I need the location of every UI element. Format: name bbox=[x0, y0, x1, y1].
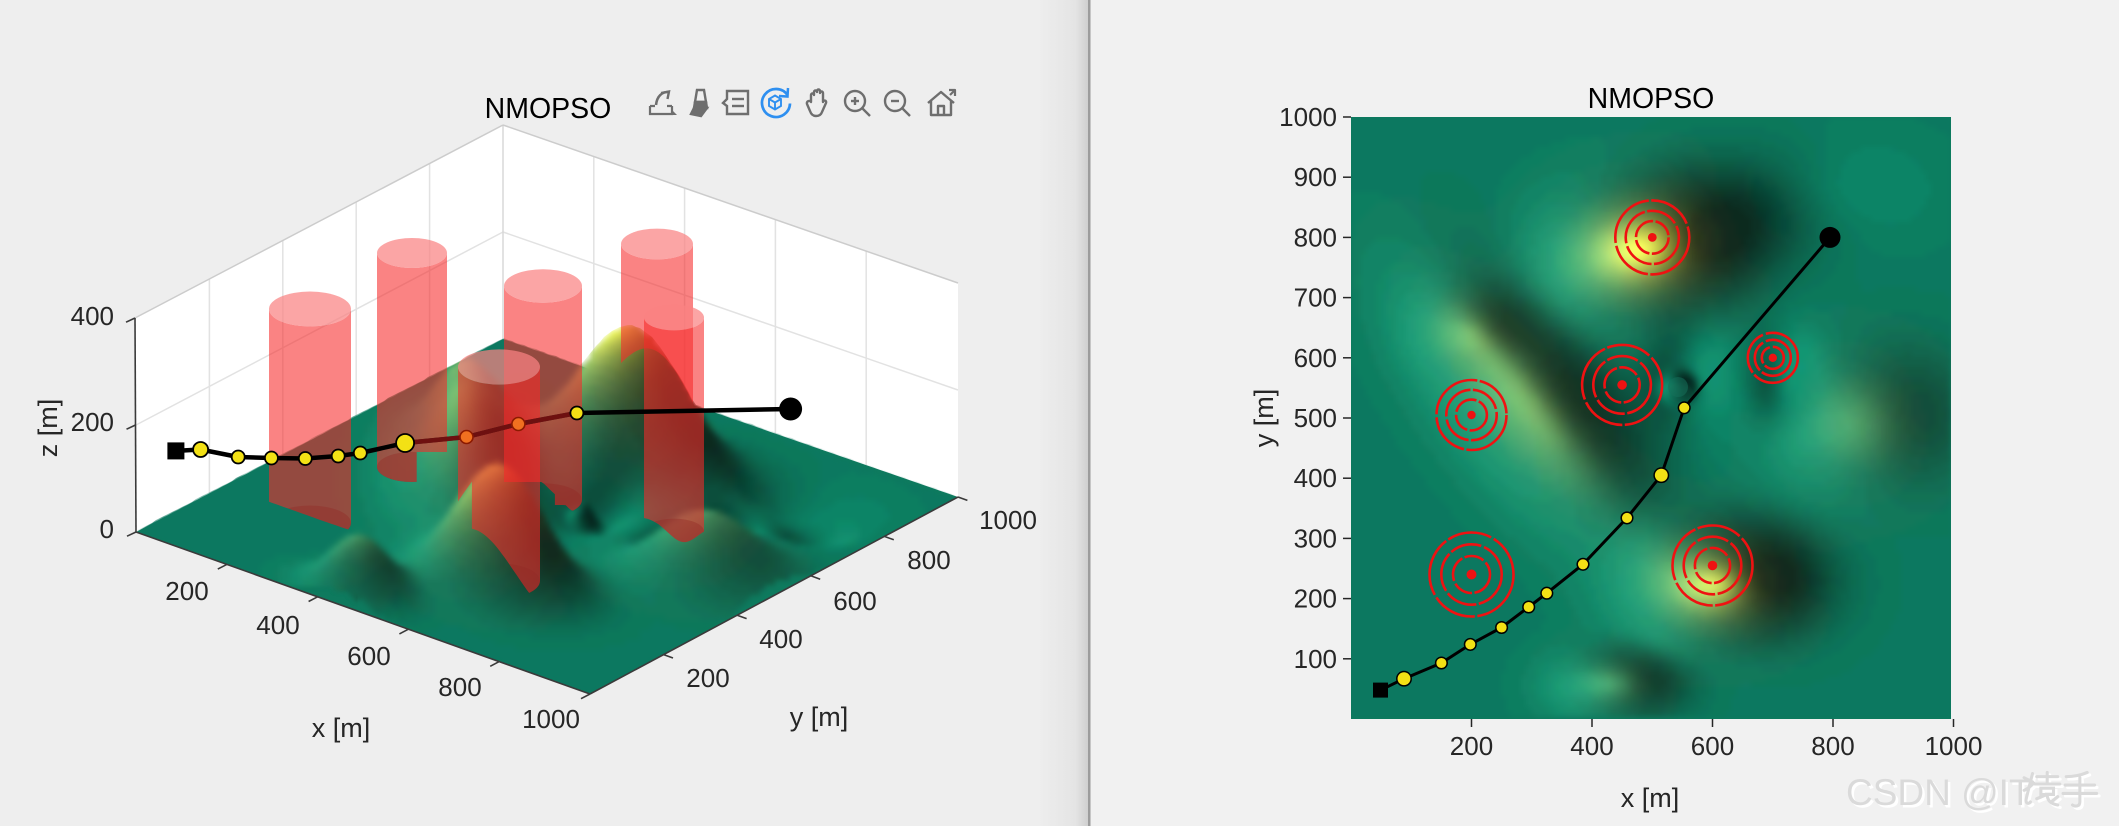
svg-text:0: 0 bbox=[100, 514, 114, 544]
svg-text:CSDN @IT: CSDN @IT bbox=[1846, 772, 2032, 813]
svg-text:400: 400 bbox=[759, 624, 802, 654]
svg-text:600: 600 bbox=[1294, 343, 1337, 373]
svg-text:100: 100 bbox=[1294, 644, 1337, 674]
svg-text:600: 600 bbox=[833, 586, 876, 616]
svg-text:z [m]: z [m] bbox=[33, 399, 63, 458]
svg-text:800: 800 bbox=[907, 545, 950, 575]
svg-text:200: 200 bbox=[71, 407, 114, 437]
svg-text:800: 800 bbox=[1811, 731, 1854, 761]
svg-text:x [m]: x [m] bbox=[312, 713, 371, 743]
svg-text:300: 300 bbox=[1294, 523, 1337, 553]
svg-text:900: 900 bbox=[1294, 162, 1337, 192]
svg-text:600: 600 bbox=[1691, 731, 1734, 761]
svg-text:800: 800 bbox=[438, 672, 481, 702]
svg-text:400: 400 bbox=[1570, 731, 1613, 761]
svg-text:1000: 1000 bbox=[1279, 102, 1337, 132]
svg-text:x [m]: x [m] bbox=[1621, 783, 1680, 813]
svg-text:400: 400 bbox=[71, 301, 114, 331]
svg-text:200: 200 bbox=[165, 576, 208, 606]
svg-text:y [m]: y [m] bbox=[790, 702, 849, 732]
svg-text:NMOPSO: NMOPSO bbox=[1588, 83, 1715, 115]
svg-text:CSDN @IT: CSDN @IT bbox=[1849, 775, 2035, 816]
svg-text:1000: 1000 bbox=[1925, 731, 1983, 761]
svg-text:200: 200 bbox=[1450, 731, 1493, 761]
svg-text:NMOPSO: NMOPSO bbox=[485, 93, 612, 125]
svg-text:400: 400 bbox=[256, 610, 299, 640]
svg-text:200: 200 bbox=[1294, 584, 1337, 614]
svg-text:1000: 1000 bbox=[522, 704, 580, 734]
svg-text:400: 400 bbox=[1294, 463, 1337, 493]
svg-text:600: 600 bbox=[347, 641, 390, 671]
svg-text:700: 700 bbox=[1294, 283, 1337, 313]
svg-text:200: 200 bbox=[686, 663, 729, 693]
svg-text:y [m]: y [m] bbox=[1249, 389, 1279, 448]
svg-text:1000: 1000 bbox=[979, 505, 1037, 535]
svg-text:500: 500 bbox=[1294, 403, 1337, 433]
svg-text:800: 800 bbox=[1294, 222, 1337, 252]
